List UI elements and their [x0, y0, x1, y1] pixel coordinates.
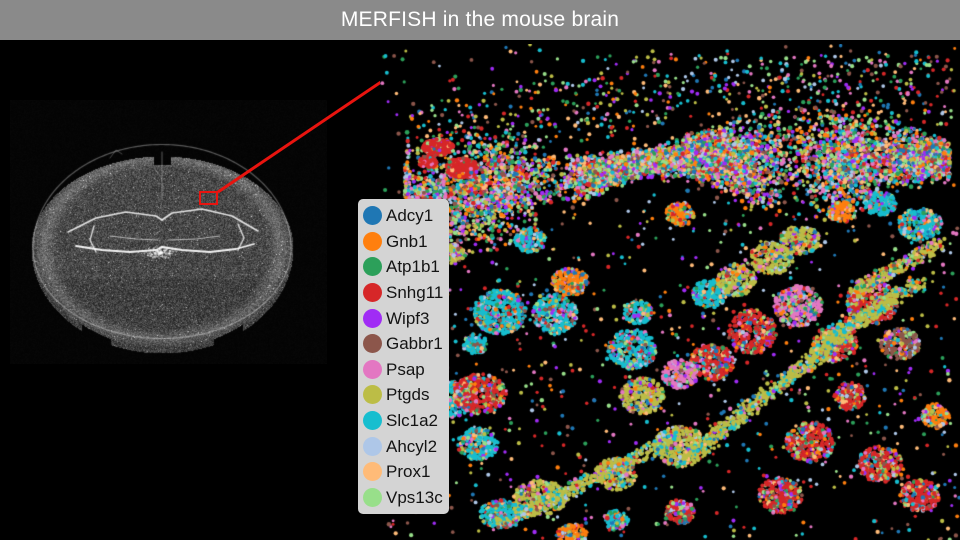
- legend-item-gabbr1[interactable]: Gabbr1: [363, 331, 444, 356]
- legend-item-atp1b1[interactable]: Atp1b1: [363, 254, 444, 279]
- roi-rectangle: [199, 191, 218, 205]
- legend-swatch-icon: [363, 462, 382, 482]
- legend-swatch-icon: [363, 257, 382, 277]
- legend-item-label: Vps13c: [386, 487, 443, 507]
- legend-swatch-icon: [363, 334, 382, 354]
- legend-swatch-icon: [363, 308, 382, 328]
- legend-item-label: Adcy1: [386, 206, 434, 225]
- legend-item-label: Psap: [386, 359, 425, 379]
- brain-section-canvas: [10, 100, 327, 364]
- legend-item-wipf3[interactable]: Wipf3: [363, 306, 444, 331]
- gene-legend: Adcy1 Gnb1 Atp1b1 Snhg11 Wipf3 Gabbr1 Psap Ptgd…: [358, 199, 449, 514]
- legend-swatch-icon: [363, 411, 382, 430]
- legend-item-label: Ptgds: [386, 385, 430, 405]
- legend-item-slc1a2[interactable]: Slc1a2: [363, 408, 444, 433]
- legend-swatch-icon: [363, 436, 382, 456]
- legend-swatch-icon: [363, 385, 382, 405]
- brain-section-image: [10, 100, 327, 364]
- legend-item-label: Gabbr1: [386, 334, 443, 354]
- legend-swatch-icon: [363, 487, 382, 507]
- legend-item-label: Snhg11: [386, 282, 444, 302]
- merfish-scatter-canvas: [380, 44, 960, 540]
- legend-swatch-icon: [363, 231, 382, 251]
- merfish-scatter-plot: [380, 44, 960, 540]
- legend-item-label: Slc1a2: [386, 411, 438, 430]
- legend-item-psap[interactable]: Psap: [363, 357, 444, 382]
- slide-header: MERFISH in the mouse brain: [0, 0, 960, 40]
- legend-item-label: Atp1b1: [386, 257, 440, 277]
- legend-swatch-icon: [363, 206, 382, 225]
- legend-item-label: Ahcyl2: [386, 436, 438, 456]
- legend-item-ahcyl2[interactable]: Ahcyl2: [363, 434, 444, 459]
- legend-item-prox1[interactable]: Prox1: [363, 459, 444, 484]
- legend-swatch-icon: [363, 282, 382, 302]
- legend-item-label: Wipf3: [386, 308, 430, 328]
- legend-item-ptgds[interactable]: Ptgds: [363, 382, 444, 407]
- page-title: MERFISH in the mouse brain: [340, 8, 620, 31]
- legend-item-vps13c[interactable]: Vps13c: [363, 485, 444, 510]
- legend-item-snhg11[interactable]: Snhg11: [363, 280, 444, 305]
- legend-swatch-icon: [363, 359, 382, 379]
- legend-item-label: Prox1: [386, 462, 431, 482]
- legend-item-adcy1[interactable]: Adcy1: [363, 203, 444, 228]
- legend-item-label: Gnb1: [386, 231, 428, 251]
- legend-item-gnb1[interactable]: Gnb1: [363, 229, 444, 254]
